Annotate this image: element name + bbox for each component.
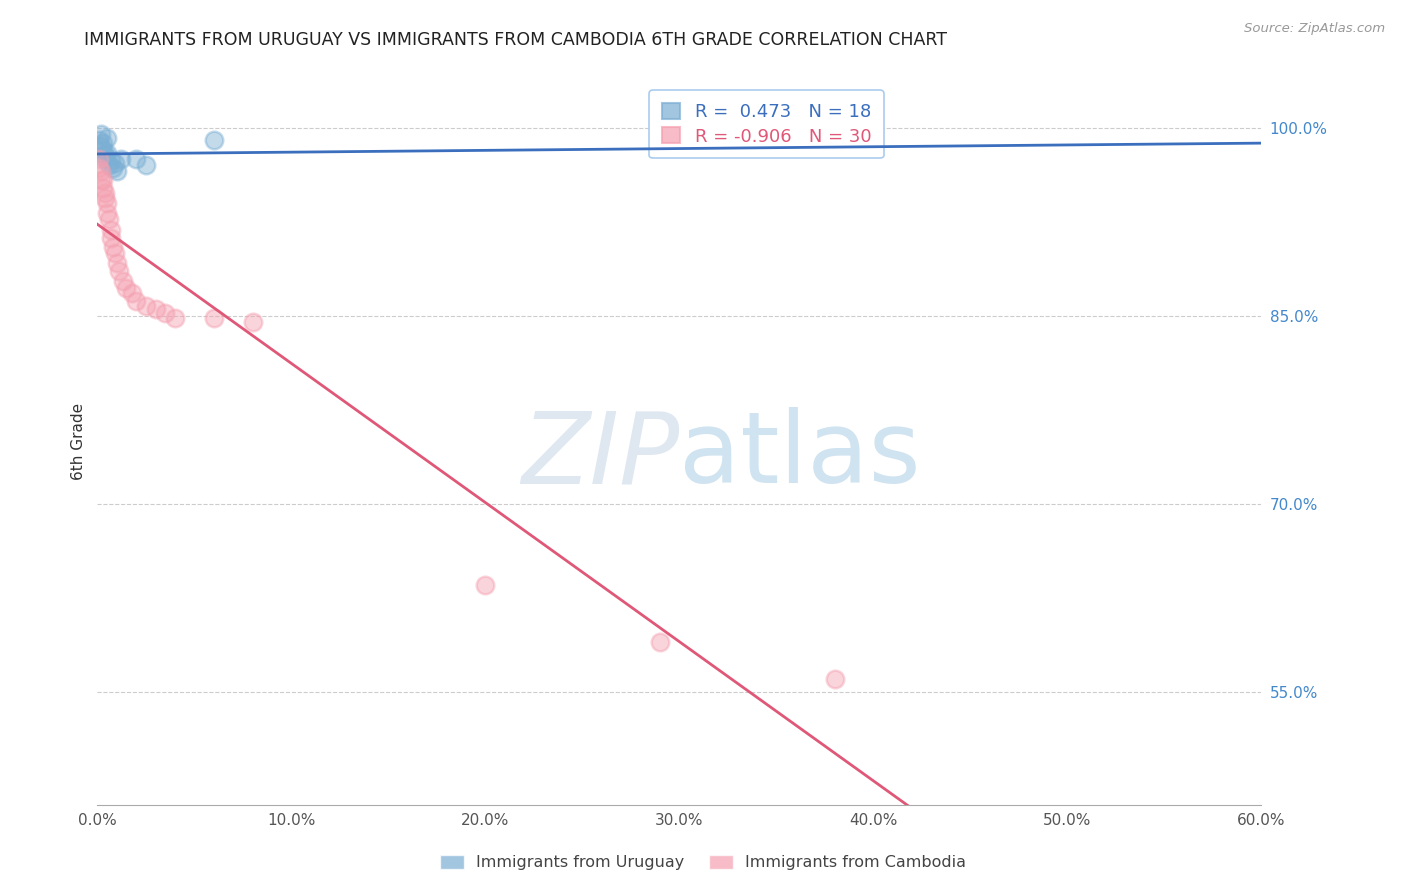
- Point: [90, 127, 112, 141]
- Point: [125, 152, 148, 166]
- Point: [107, 263, 129, 277]
- Point: [155, 306, 177, 320]
- Point: [91, 136, 114, 150]
- Point: [91, 181, 114, 195]
- Point: [89, 133, 111, 147]
- Point: [104, 246, 127, 260]
- Point: [94, 191, 117, 205]
- Legend: Immigrants from Uruguay, Immigrants from Cambodia: Immigrants from Uruguay, Immigrants from…: [433, 848, 973, 877]
- Point: [163, 311, 186, 326]
- Text: ZIP: ZIP: [522, 407, 679, 504]
- Point: [125, 293, 148, 308]
- Text: Source: ZipAtlas.com: Source: ZipAtlas.com: [1244, 22, 1385, 36]
- Point: [94, 148, 117, 162]
- Point: [98, 158, 121, 172]
- Point: [91, 143, 114, 157]
- Point: [145, 302, 167, 317]
- Point: [135, 158, 157, 172]
- Point: [104, 155, 127, 169]
- Point: [474, 578, 496, 592]
- Point: [96, 206, 118, 220]
- Point: [90, 173, 112, 187]
- Point: [101, 240, 124, 254]
- Point: [105, 164, 128, 178]
- Point: [648, 634, 671, 648]
- Y-axis label: 6th Grade: 6th Grade: [72, 402, 86, 480]
- Point: [100, 153, 122, 168]
- Point: [202, 133, 225, 147]
- Point: [115, 281, 138, 295]
- Point: [135, 299, 157, 313]
- Point: [91, 173, 114, 187]
- Point: [94, 152, 117, 166]
- Point: [89, 161, 111, 175]
- Point: [98, 212, 121, 227]
- Point: [89, 152, 111, 166]
- Point: [121, 286, 143, 301]
- Point: [111, 274, 134, 288]
- Point: [100, 223, 122, 237]
- Point: [824, 672, 846, 686]
- Point: [100, 231, 122, 245]
- Point: [90, 164, 112, 178]
- Text: atlas: atlas: [679, 407, 921, 504]
- Point: [96, 195, 118, 210]
- Text: IMMIGRANTS FROM URUGUAY VS IMMIGRANTS FROM CAMBODIA 6TH GRADE CORRELATION CHART: IMMIGRANTS FROM URUGUAY VS IMMIGRANTS FR…: [84, 31, 948, 49]
- Point: [101, 161, 124, 175]
- Point: [202, 311, 225, 326]
- Legend: R =  0.473   N = 18, R = -0.906   N = 30: R = 0.473 N = 18, R = -0.906 N = 30: [650, 90, 884, 158]
- Point: [96, 145, 118, 160]
- Point: [94, 186, 117, 200]
- Point: [90, 139, 112, 153]
- Point: [96, 130, 118, 145]
- Point: [242, 315, 264, 329]
- Point: [110, 152, 132, 166]
- Point: [105, 256, 128, 270]
